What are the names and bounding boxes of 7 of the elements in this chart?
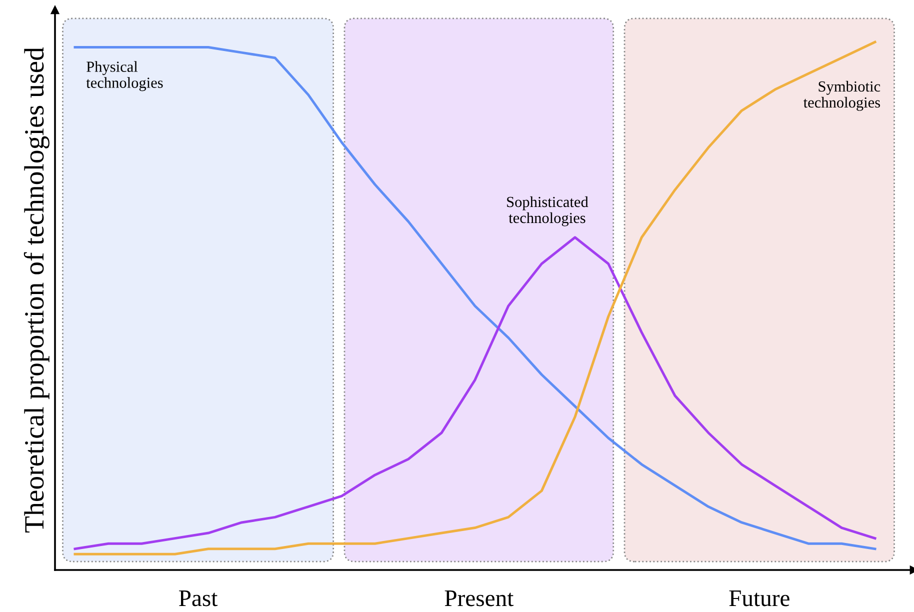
text: Future [729, 590, 790, 606]
series-label: Physical technologies [86, 61, 163, 92]
text: Present [444, 590, 514, 606]
series-label: Symbiotic technologies [803, 80, 880, 111]
y-axis-title: Theoretical proportion of technologies used [24, 47, 50, 532]
text: Past [179, 590, 218, 606]
series-label: Sophisticated technologies [507, 196, 588, 226]
